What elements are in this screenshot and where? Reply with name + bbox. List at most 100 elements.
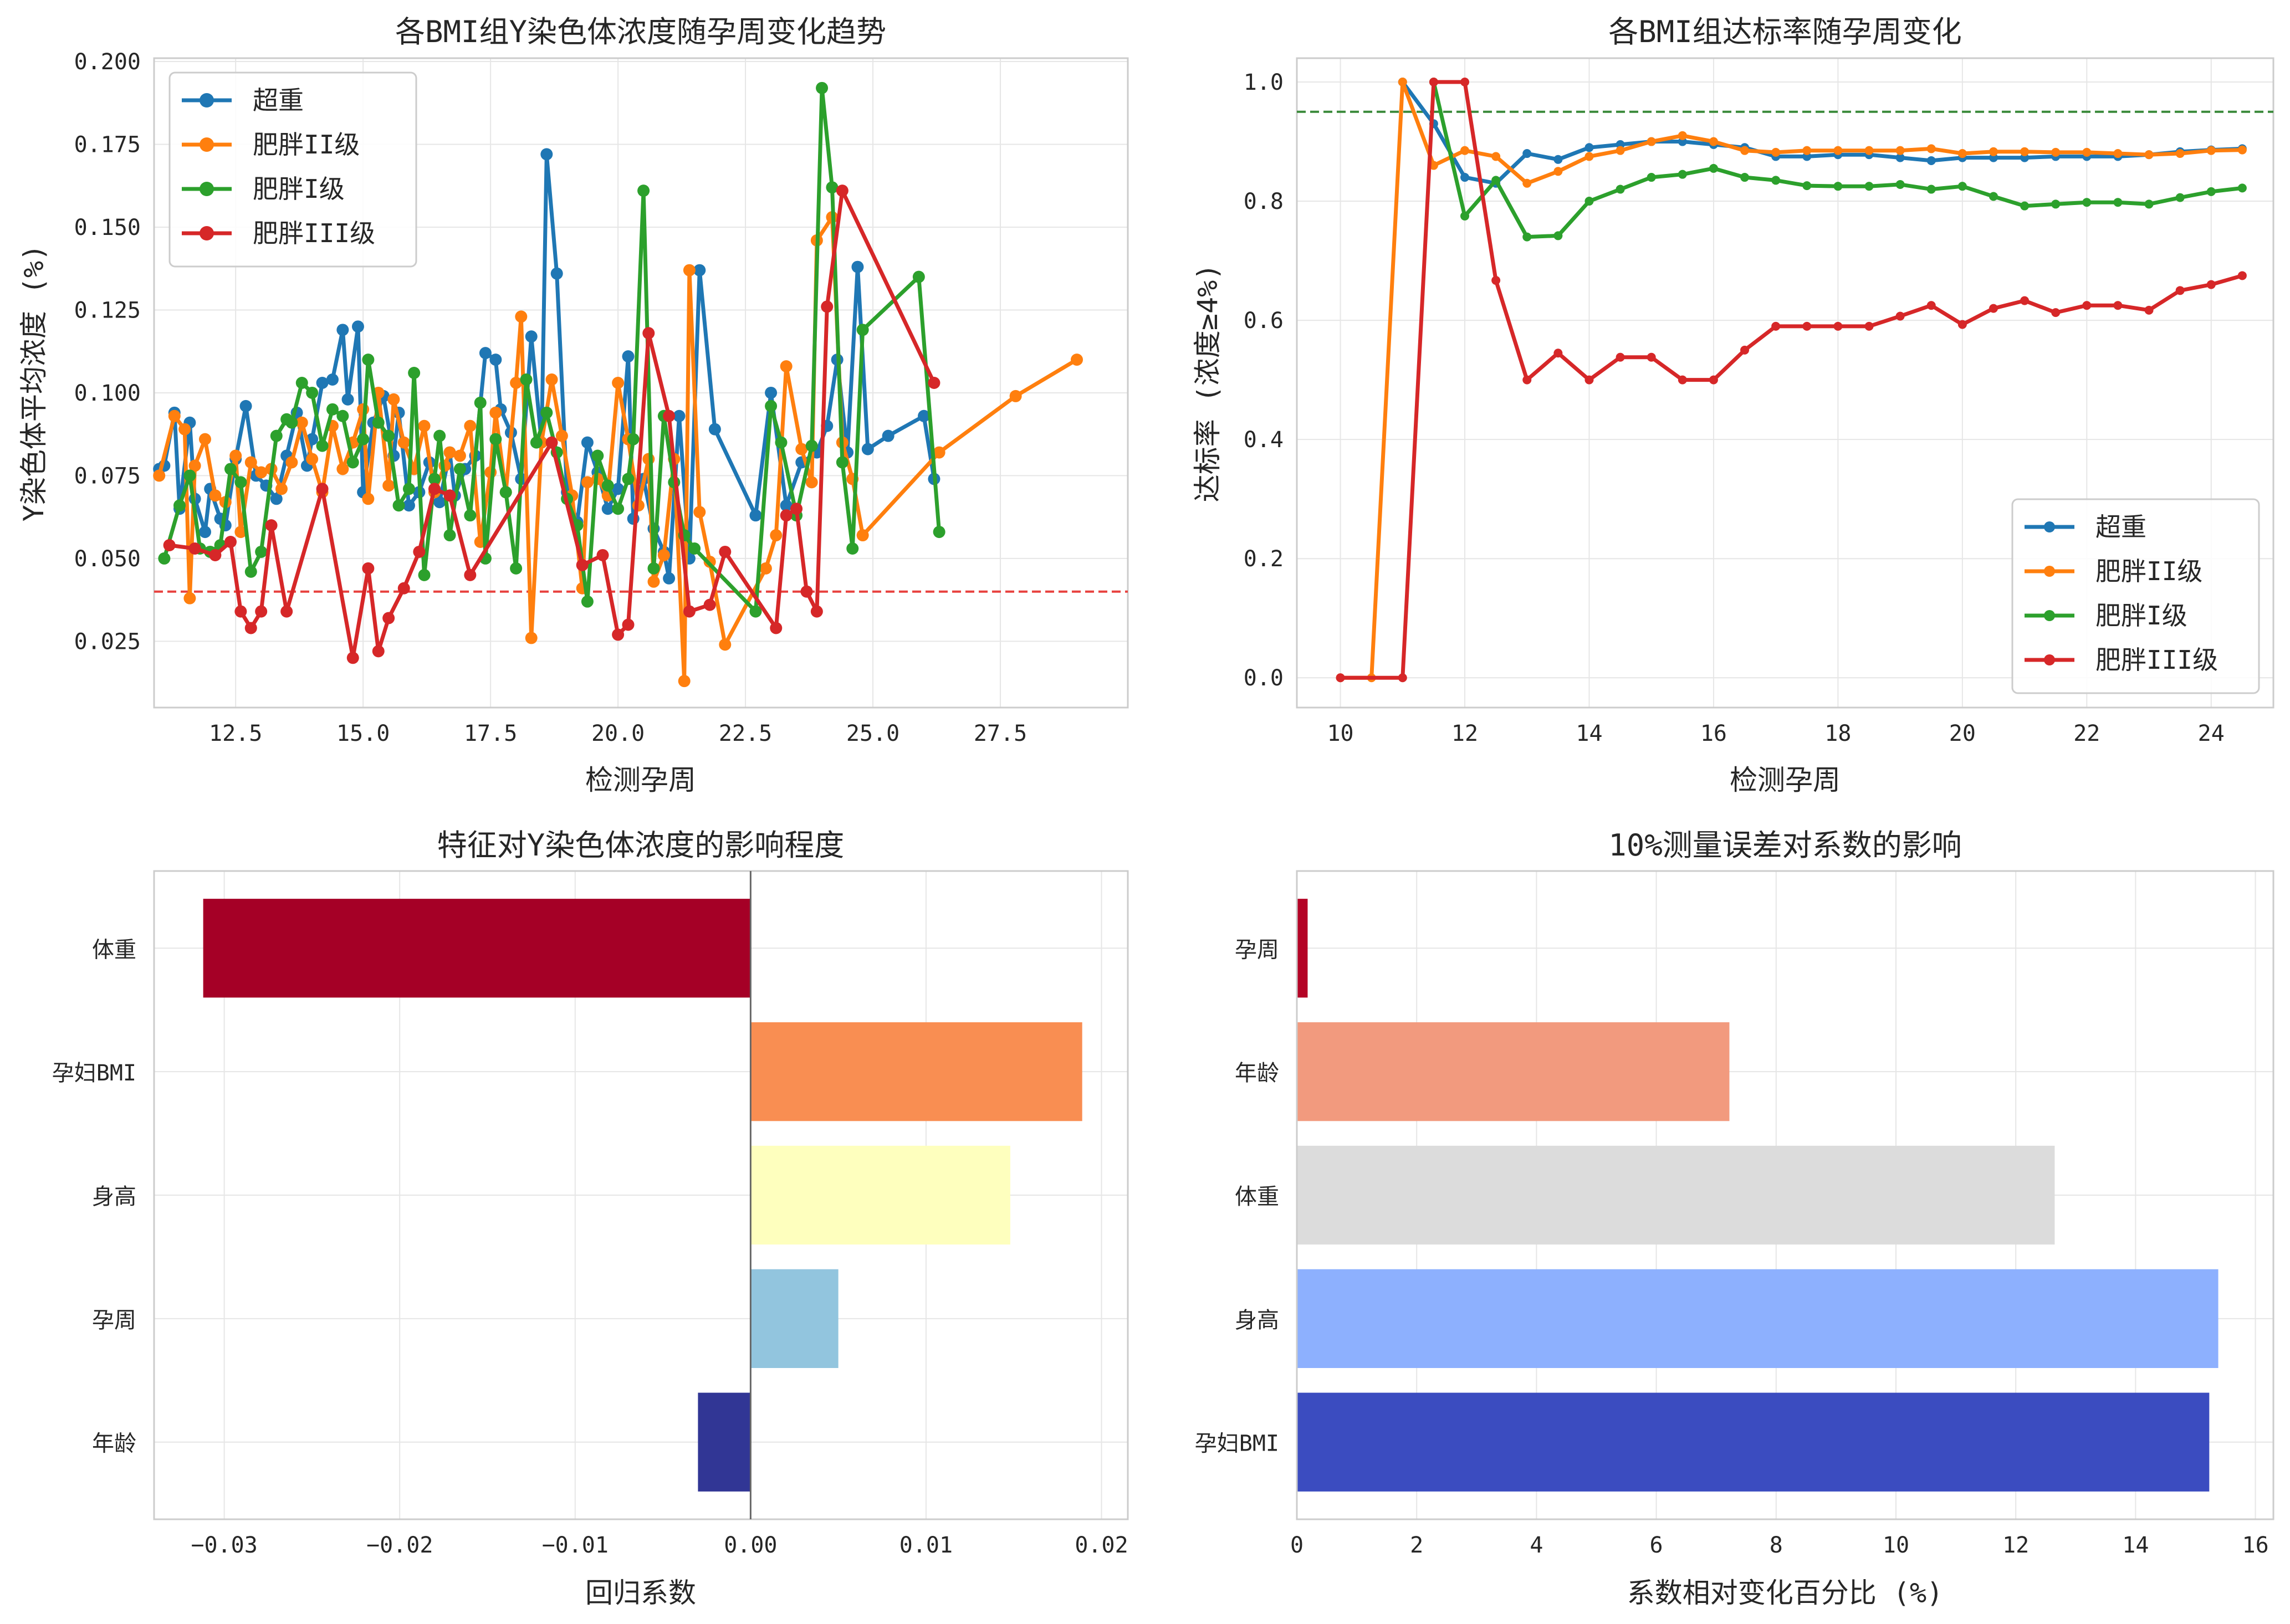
x-tick-label: −0.01: [542, 1533, 609, 1558]
data-point: [265, 519, 278, 531]
data-point: [780, 509, 793, 521]
data-point: [398, 437, 410, 449]
data-point: [224, 463, 237, 475]
legend-swatch-marker: [2044, 654, 2055, 665]
bar: [1297, 1393, 2209, 1492]
data-point: [382, 612, 395, 624]
data-point: [1802, 181, 1811, 190]
data-point: [857, 324, 869, 336]
legend-label: 肥胖III级: [2095, 645, 2218, 675]
data-point: [2145, 199, 2154, 208]
y-tick-label: 体重: [92, 937, 136, 962]
data-point: [765, 400, 777, 412]
data-point: [2020, 147, 2029, 156]
data-point: [2176, 193, 2185, 202]
data-point: [316, 483, 329, 495]
data-point: [2113, 198, 2122, 207]
data-point: [770, 622, 782, 634]
data-point: [306, 453, 318, 465]
y-axis-label: 达标率 (浓度≥4%): [1192, 264, 1224, 503]
legend: 超重肥胖II级肥胖I级肥胖III级: [2012, 499, 2259, 693]
data-point: [347, 457, 359, 469]
data-point: [510, 562, 522, 575]
y-tick-label: 孕妇BMI: [52, 1061, 136, 1086]
y-tick-label: 0.025: [74, 629, 141, 654]
data-point: [362, 354, 374, 366]
data-point: [647, 576, 660, 588]
data-point: [1802, 322, 1811, 331]
data-point: [2207, 187, 2216, 196]
data-point: [811, 606, 823, 618]
data-point: [642, 453, 655, 465]
data-point: [1709, 164, 1718, 173]
data-point: [1678, 170, 1687, 179]
y-tick-label: 0.100: [74, 381, 141, 406]
data-point: [362, 562, 374, 575]
data-point: [1678, 376, 1687, 385]
bar: [203, 899, 751, 997]
data-point: [1460, 173, 1469, 182]
data-point: [183, 469, 196, 481]
y-tick-label: 1.0: [1244, 70, 1284, 95]
data-point: [1071, 354, 1083, 366]
data-point: [408, 367, 420, 379]
data-point: [183, 592, 196, 604]
legend-swatch-marker: [200, 226, 214, 240]
y-tick-label: 0.200: [74, 49, 141, 75]
data-point: [683, 606, 696, 618]
data-point: [1647, 173, 1656, 182]
chart-title: 各BMI组达标率随孕周变化: [1608, 14, 1962, 49]
data-point: [1491, 152, 1500, 161]
data-point: [1491, 176, 1500, 185]
data-point: [500, 486, 512, 498]
y-tick-label: 0.2: [1244, 546, 1284, 572]
data-point: [1522, 149, 1531, 158]
data-point: [546, 437, 558, 449]
x-tick-label: 2: [1410, 1533, 1423, 1558]
bar: [698, 1393, 750, 1492]
data-point: [913, 271, 925, 283]
data-point: [515, 310, 527, 322]
x-tick-label: 14: [1576, 721, 1602, 746]
data-point: [709, 423, 721, 436]
data-point: [1553, 349, 1562, 357]
data-point: [2238, 183, 2247, 192]
data-point: [1336, 673, 1345, 682]
data-point: [2082, 148, 2091, 157]
data-point: [790, 503, 802, 515]
data-point: [576, 559, 589, 571]
data-point: [1616, 146, 1625, 155]
data-point: [2113, 301, 2122, 310]
data-point: [357, 433, 369, 445]
y-tick-label: 年龄: [92, 1431, 136, 1457]
data-point: [612, 377, 624, 389]
x-tick-label: 0.01: [899, 1533, 953, 1558]
data-point: [168, 410, 181, 422]
x-tick-label: 17.5: [464, 721, 517, 746]
data-point: [352, 320, 364, 332]
data-point: [1833, 182, 1842, 191]
data-point: [1460, 78, 1469, 86]
data-point: [780, 360, 793, 372]
legend-label: 肥胖III级: [253, 218, 375, 248]
data-point: [1771, 176, 1780, 185]
x-tick-label: 10: [1327, 721, 1353, 746]
data-point: [454, 450, 466, 462]
x-tick-label: 0: [1290, 1533, 1304, 1558]
data-point: [1584, 197, 1593, 206]
data-point: [2082, 198, 2091, 207]
y-tick-label: 0.4: [1244, 427, 1284, 453]
data-point: [591, 450, 604, 462]
y-axis-label: Y染色体平均浓度 (%): [18, 244, 50, 522]
data-point: [199, 433, 211, 445]
data-point: [1584, 143, 1593, 152]
bar: [750, 1022, 1082, 1121]
data-point: [382, 430, 395, 442]
data-point: [647, 562, 660, 575]
data-point: [1989, 147, 1998, 156]
data-point: [540, 148, 553, 160]
x-tick-label: 12.5: [209, 721, 262, 746]
bar: [1297, 1269, 2219, 1368]
bar: [750, 1269, 838, 1368]
data-point: [770, 529, 782, 541]
